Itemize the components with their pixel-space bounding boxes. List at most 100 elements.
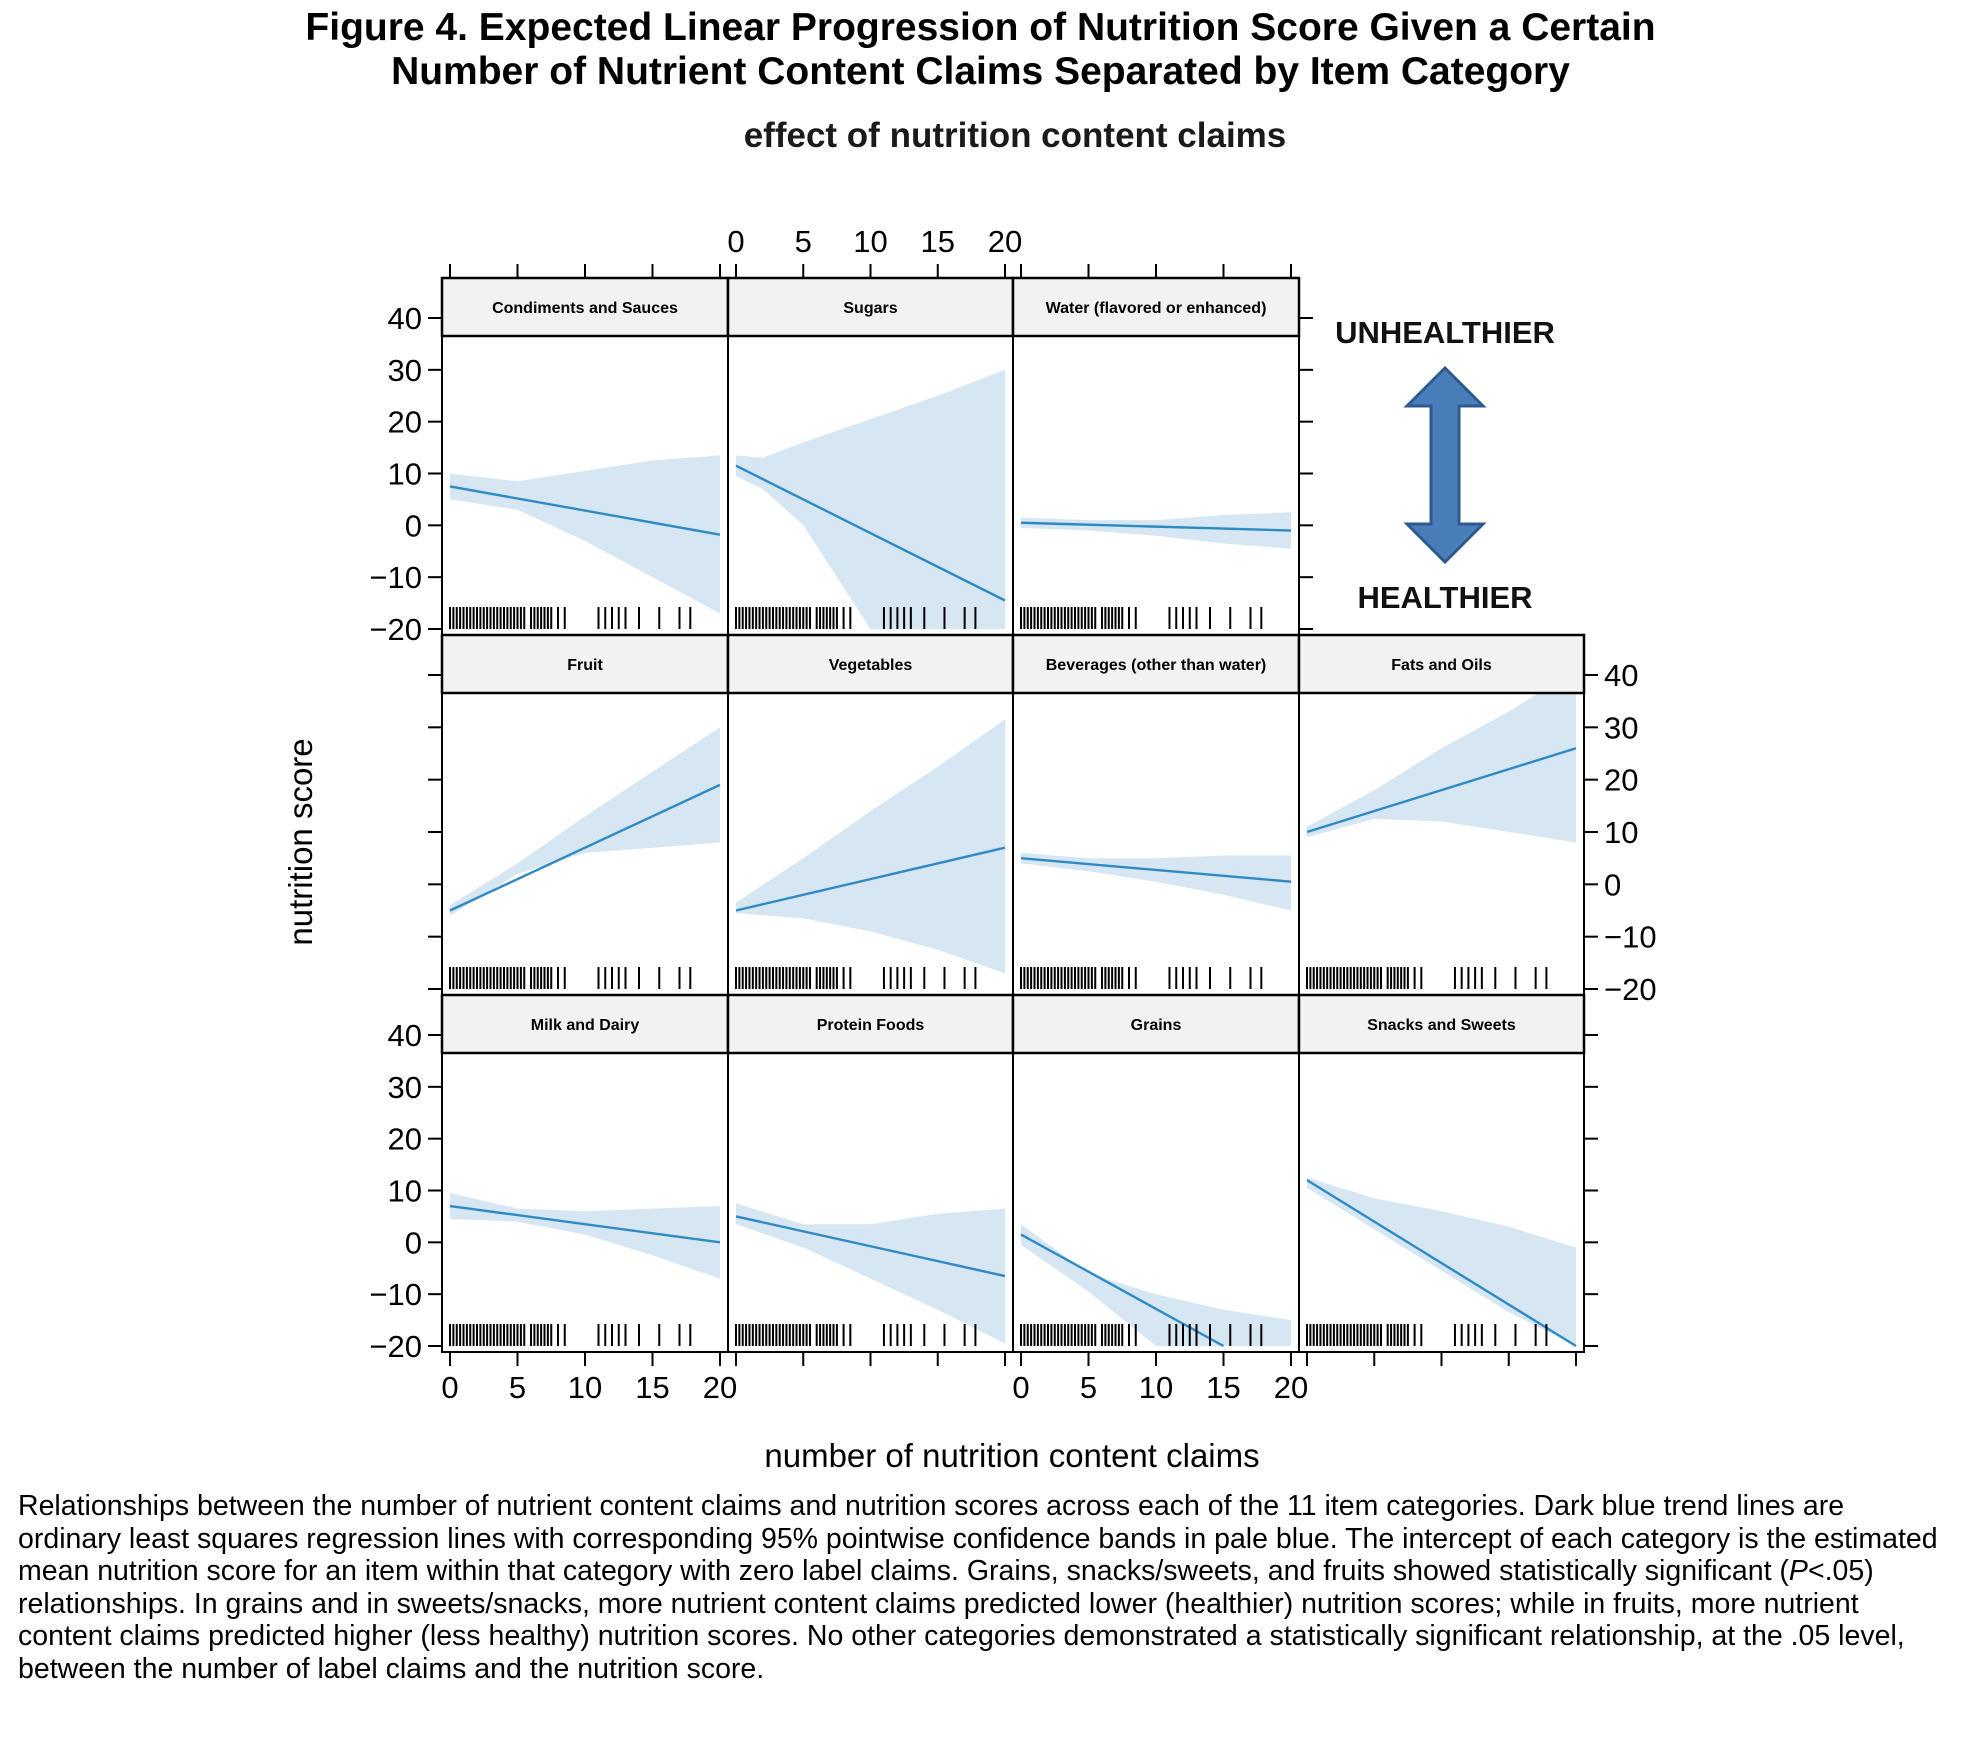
y-axis-left-row0: −20 −10 0 10 20 30 40: [369, 301, 442, 647]
strip-label: Protein Foods: [817, 1017, 925, 1034]
x-tick-label: 5: [1080, 1370, 1097, 1405]
strip-protein-foods: [726, 993, 1015, 1055]
strip-label: Milk and Dairy: [531, 1017, 640, 1034]
y-tick-label: 20: [1604, 763, 1638, 798]
confidence-band-protein-foods: [736, 1203, 1005, 1344]
x-tick-label: 15: [635, 1370, 669, 1405]
trellis-chart: effect of nutrition content claims nutri…: [282, 116, 1657, 1474]
strip-fats-and-oils: [1297, 633, 1586, 695]
y-tick-label: 20: [388, 405, 422, 440]
strip-label: Sugars: [843, 300, 897, 317]
strip-grains: [1011, 993, 1301, 1055]
strip-label: Water (flavored or enhanced): [1046, 300, 1267, 317]
rug-milk-and-dairy: [449, 1324, 692, 1346]
strip-label: Condiments and Sauces: [492, 300, 678, 317]
y-tick-label: 0: [405, 1225, 422, 1260]
x-tick-label: 0: [1012, 1370, 1029, 1405]
confidence-band-grains: [1021, 1224, 1291, 1346]
regression-line-water-flavored-or-enhanced: [1020, 521, 1292, 532]
y-tick-label: −20: [369, 1329, 422, 1364]
y-tick-label: 10: [388, 1174, 422, 1209]
y-axis-label: nutrition score: [282, 738, 319, 945]
x-axis-top-col2: [1020, 264, 1292, 278]
caption-text-1: Relationships between the number of nutr…: [18, 1490, 1938, 1587]
figure-title-line2: Number of Nutrient Content Claims Separa…: [391, 50, 1570, 93]
mirror-y-ticks: [1584, 1034, 1598, 1347]
y-tick-label: 30: [388, 353, 422, 388]
x-tick-label: 0: [441, 1370, 458, 1405]
strip-condiments-and-sauces: [440, 276, 730, 338]
panel-fats-and-oils: Fats and Oils: [1297, 633, 1586, 996]
y-tick-label: −20: [1604, 972, 1657, 1007]
confidence-band-fats-and-oils: [1307, 693, 1576, 843]
strip-snacks-and-sweets: [1297, 993, 1586, 1055]
panel-protein-foods: Protein Foods: [726, 993, 1015, 1353]
panel-milk-and-dairy: Milk and Dairy: [440, 993, 730, 1353]
x-axis-bottom-col2: 0 5 10 15 20: [1012, 1352, 1308, 1405]
y-tick-label: −10: [1604, 920, 1657, 955]
strip-water-flavored-or-enhanced: [1011, 276, 1301, 338]
strip-beverages-other-than-water: [1011, 633, 1301, 695]
rug-protein-foods: [735, 1324, 977, 1346]
mirror-y-ticks: [428, 674, 442, 990]
confidence-band-vegetables: [736, 719, 1005, 974]
strip-label: Vegetables: [829, 657, 913, 674]
confidence-band-beverages-other-than-water: [1021, 852, 1291, 911]
regression-line-snacks-and-sweets: [1306, 1179, 1577, 1348]
x-tick-label: 15: [921, 224, 955, 259]
x-tick-label: 20: [1274, 1370, 1308, 1405]
x-tick-label: 10: [1139, 1370, 1173, 1405]
x-tick-label: 10: [853, 224, 887, 259]
y-tick-label: 20: [388, 1122, 422, 1157]
label-healthier: HEALTHIER: [1357, 580, 1532, 615]
y-tick-label: 30: [388, 1070, 422, 1105]
strip-label: Fruit: [567, 657, 603, 674]
y-tick-label: 10: [388, 457, 422, 492]
regression-line-protein-foods: [735, 1215, 1006, 1278]
strip-fruit: [440, 633, 730, 695]
double-arrow-icon: [1403, 365, 1487, 565]
x-tick-label: 20: [703, 1370, 737, 1405]
panel-fruit: Fruit: [440, 633, 730, 996]
rug-beverages-other-than-water: [1020, 967, 1263, 989]
x-tick-label: 5: [509, 1370, 526, 1405]
y-tick-label: 0: [405, 508, 422, 543]
confidence-band-sugars: [736, 369, 1005, 629]
strip-vegetables: [726, 633, 1015, 695]
rug-water-flavored-or-enhanced: [1020, 607, 1263, 629]
rug-sugars: [735, 607, 977, 629]
regression-line-condiments-and-sauces: [449, 485, 721, 536]
caption-italic-p: P: [1788, 1555, 1808, 1587]
y-tick-label: −20: [369, 612, 422, 647]
x-tick-label: 20: [988, 224, 1022, 259]
confidence-band-condiments-and-sauces: [450, 455, 720, 614]
x-axis-bottom-col0: 0 5 10 15 20: [441, 1352, 737, 1405]
x-axis-label: number of nutrition content claims: [764, 1437, 1259, 1474]
panel-condiments-and-sauces: Condiments and Sauces: [440, 276, 730, 636]
panel-sugars: Sugars: [726, 276, 1015, 636]
y-tick-label: 10: [1604, 815, 1638, 850]
y-axis-left-row2: −20 −10 0 10 20 30 40: [369, 1018, 442, 1364]
y-tick-label: 40: [388, 1018, 422, 1053]
x-axis-top-col1: 0 5 10 15 20: [727, 224, 1022, 278]
y-tick-label: 40: [1604, 658, 1638, 693]
y-axis-right-row1: −20 −10 0 10 20 30 40: [1584, 658, 1657, 1007]
regression-line-vegetables: [735, 846, 1006, 912]
regression-line-fruit: [449, 783, 721, 912]
x-tick-label: 15: [1206, 1370, 1240, 1405]
panel-beverages-other-than-water: Beverages (other than water): [1011, 633, 1301, 996]
axes-layer: −20 −10 0 10 20 30 40 −20 −10 0 10 20 30 40 −20 −10 0 10 2…: [369, 224, 1656, 1405]
regression-line-milk-and-dairy: [449, 1204, 721, 1244]
x-tick-label: 5: [795, 224, 812, 259]
x-tick-label: 0: [727, 224, 744, 259]
panel-snacks-and-sweets: Snacks and Sweets: [1297, 993, 1586, 1353]
y-tick-label: 40: [388, 301, 422, 336]
strip-label: Snacks and Sweets: [1367, 1017, 1516, 1034]
panel-vegetables: Vegetables: [726, 633, 1015, 996]
regression-line-fats-and-oils: [1306, 747, 1577, 834]
rug-vegetables: [735, 967, 977, 989]
regression-line-sugars: [735, 464, 1006, 602]
y-tick-label: 30: [1604, 710, 1638, 745]
x-tick-label: 10: [568, 1370, 602, 1405]
y-tick-label: −10: [369, 560, 422, 595]
